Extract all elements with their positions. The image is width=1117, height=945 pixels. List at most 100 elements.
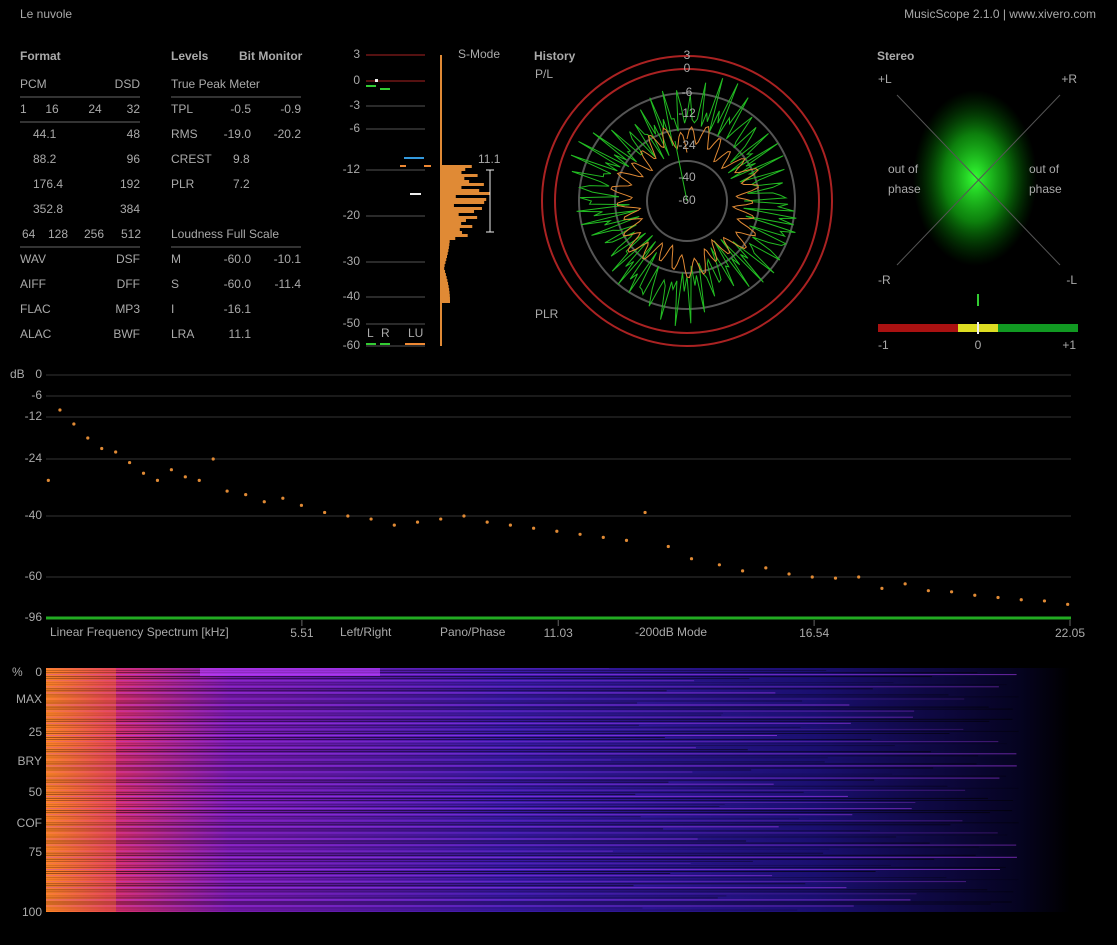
spectrogram-row bbox=[46, 905, 854, 907]
spectrogram-label: COF bbox=[17, 816, 42, 830]
spectrogram-row bbox=[46, 771, 693, 773]
spectrum-point bbox=[532, 526, 536, 530]
spectrum-point bbox=[578, 532, 582, 536]
spectrogram-row bbox=[46, 812, 991, 814]
spectrum-point bbox=[46, 478, 50, 482]
spectrum-point bbox=[689, 557, 694, 561]
spectrogram-row bbox=[46, 893, 917, 895]
spectrogram-row bbox=[46, 769, 752, 771]
dsd-rate: 512 bbox=[121, 227, 141, 241]
spectrogram-row bbox=[46, 840, 747, 842]
spectrogram-row bbox=[46, 791, 804, 793]
spectrogram-row bbox=[46, 818, 799, 820]
spectrogram-row bbox=[46, 779, 875, 781]
spectrogram-row bbox=[46, 733, 950, 734]
spectrum-point bbox=[787, 572, 791, 576]
spectrogram-row bbox=[46, 844, 1017, 846]
level-value: -0.9 bbox=[280, 102, 301, 116]
meter-scale: -12 bbox=[343, 162, 361, 176]
spectrum-mode: -200dB Mode bbox=[635, 625, 707, 639]
spectrogram-row bbox=[46, 860, 753, 862]
loudness-label: LRA bbox=[171, 327, 194, 341]
x-tick-label: 16.54 bbox=[799, 626, 829, 640]
spectrum-point bbox=[810, 575, 814, 579]
spectrum-mode: Pano/Phase bbox=[440, 625, 506, 639]
spectrum-point bbox=[1019, 598, 1023, 602]
loudness-label: I bbox=[171, 302, 174, 316]
spectrogram-row bbox=[46, 907, 643, 909]
spectrogram-row bbox=[46, 672, 978, 674]
spectrum-point bbox=[666, 544, 670, 549]
spectrogram-row bbox=[46, 676, 933, 678]
x-tick-label: 11.03 bbox=[544, 626, 573, 640]
history-label: PLR bbox=[535, 307, 559, 321]
spectrum-point bbox=[323, 510, 327, 515]
spectrogram-row bbox=[46, 714, 722, 716]
level-value: 9.8 bbox=[233, 152, 250, 166]
history-scale: -12 bbox=[678, 106, 696, 120]
spectrogram-row bbox=[46, 793, 636, 795]
meter-scale: -3 bbox=[349, 98, 360, 112]
container: MP3 bbox=[115, 302, 140, 316]
spectrogram-row bbox=[46, 730, 1019, 732]
spectrum-point bbox=[127, 460, 132, 465]
phase-label: phase bbox=[888, 182, 921, 196]
history-ring bbox=[614, 128, 760, 274]
spectrum-point bbox=[1066, 602, 1070, 606]
spectrogram-row bbox=[46, 895, 727, 897]
meter-scale: -40 bbox=[343, 289, 361, 303]
spectrogram-row bbox=[46, 787, 1019, 789]
window-title: Le nuvole bbox=[20, 7, 72, 21]
spectrogram-row bbox=[46, 749, 748, 751]
panel-title: Stereo bbox=[877, 49, 914, 63]
spectrogram-row bbox=[46, 806, 720, 807]
phase-label: out of bbox=[888, 162, 919, 176]
spectrum-point bbox=[225, 489, 229, 493]
spectrum-mode: Left/Right bbox=[340, 625, 392, 639]
spectrum-point bbox=[244, 493, 248, 497]
spectrum-point bbox=[764, 566, 768, 570]
bit-depth: 16 bbox=[45, 102, 59, 116]
spectrogram-row bbox=[46, 753, 1017, 755]
spectrogram-row bbox=[46, 881, 967, 883]
y-tick-label: -12 bbox=[25, 409, 43, 423]
spectrum-point bbox=[346, 514, 350, 518]
spectrogram-row bbox=[46, 678, 750, 680]
meter-scale: -50 bbox=[343, 316, 361, 330]
spectrum-point bbox=[114, 450, 118, 454]
panel-title: Format bbox=[20, 49, 61, 63]
y-tick-label: -6 bbox=[31, 388, 42, 402]
spectrum-point bbox=[880, 586, 884, 590]
spectrum-point bbox=[555, 529, 559, 533]
level-value: -0.5 bbox=[230, 102, 251, 116]
spectrum-point bbox=[369, 517, 373, 521]
correlation-bar bbox=[878, 324, 958, 332]
y-tick-label: 50 bbox=[29, 785, 43, 799]
spectrogram-row bbox=[46, 700, 803, 702]
x-tick-label: 5.51 bbox=[290, 626, 314, 640]
spectrogram-row bbox=[46, 804, 725, 805]
history-ring bbox=[554, 68, 820, 334]
history-label: P/L bbox=[535, 67, 553, 81]
spectrogram-row bbox=[46, 846, 979, 848]
spectrogram-row bbox=[46, 854, 976, 856]
spectrogram-row bbox=[46, 720, 990, 722]
spectrogram-row bbox=[46, 763, 977, 765]
spectrogram-row bbox=[46, 830, 871, 832]
container: BWF bbox=[113, 327, 140, 341]
spectrogram-row bbox=[46, 735, 778, 736]
spectrogram-row bbox=[46, 789, 966, 791]
spectrum-point bbox=[281, 496, 285, 500]
spectrogram-row bbox=[46, 838, 698, 840]
spectrogram-row bbox=[46, 909, 798, 911]
y-tick-label: 75 bbox=[29, 845, 43, 859]
spectrogram-row bbox=[46, 856, 1017, 858]
spectrogram-row bbox=[46, 820, 963, 822]
sample-rate: 88.2 bbox=[33, 152, 57, 166]
meter-channel: L bbox=[367, 326, 374, 340]
panel-title: History bbox=[534, 49, 576, 63]
axis-unit: dB bbox=[10, 367, 25, 381]
spectrogram-row bbox=[46, 903, 991, 905]
spectrogram-row bbox=[46, 680, 695, 682]
spectrum-point bbox=[100, 446, 104, 451]
